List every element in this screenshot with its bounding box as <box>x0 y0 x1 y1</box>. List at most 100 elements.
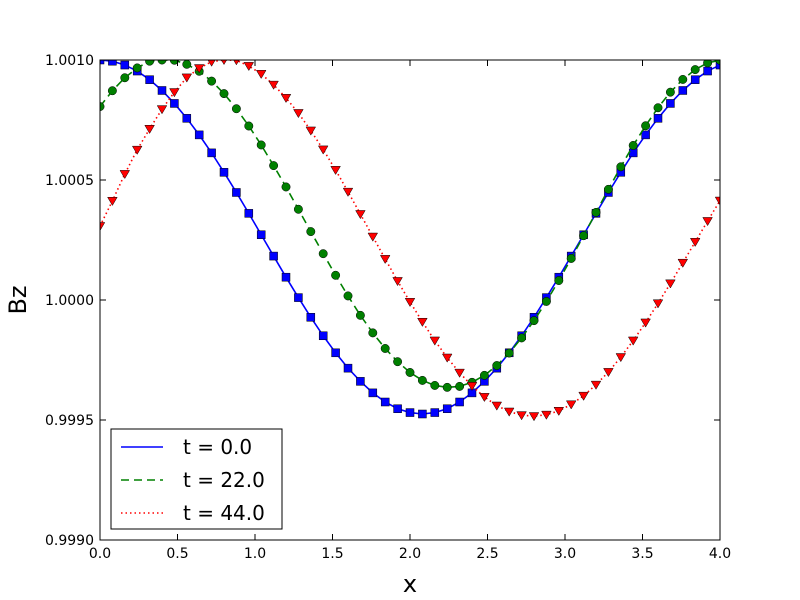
data-point <box>343 291 353 301</box>
data-point <box>318 331 328 341</box>
data-point <box>653 114 663 123</box>
data-point <box>207 76 217 86</box>
data-point <box>120 60 130 70</box>
data-point <box>541 410 552 420</box>
legend-label-0: t = 0.0 <box>183 435 252 459</box>
data-point <box>232 188 241 197</box>
y-tick-label: 0.9990 <box>45 533 94 549</box>
data-point <box>100 60 105 65</box>
data-point <box>417 317 428 327</box>
data-point <box>455 381 465 391</box>
data-point <box>100 222 106 232</box>
data-point <box>157 86 167 95</box>
data-point <box>145 75 154 84</box>
data-point <box>294 293 303 302</box>
data-point <box>479 393 490 403</box>
data-point <box>455 397 464 407</box>
data-point <box>590 380 602 390</box>
data-point <box>331 348 340 358</box>
data-point <box>331 270 341 280</box>
data-point <box>256 230 266 239</box>
data-point <box>306 227 316 237</box>
data-point <box>231 104 241 114</box>
data-point <box>702 217 713 227</box>
data-point <box>393 357 403 367</box>
data-point <box>665 279 676 289</box>
data-point <box>380 397 390 407</box>
data-point <box>355 210 366 220</box>
data-point <box>120 73 130 83</box>
data-point <box>269 251 278 261</box>
ticks-layer: 0.0 0.5 1.0 1.5 2.0 2.5 3.0 3.5 4.0 0.9990 0.9995 1… <box>45 53 731 562</box>
data-point <box>628 140 638 150</box>
data-point <box>653 103 663 113</box>
y-axis-title: Bz <box>4 285 32 314</box>
data-point <box>132 63 142 73</box>
x-tick-label: 3.5 <box>631 546 653 562</box>
x-tick-label: 2.0 <box>399 546 421 562</box>
data-point <box>430 408 440 417</box>
data-point <box>131 145 143 155</box>
data-point <box>529 316 539 326</box>
x-tick-label: 4.0 <box>709 546 731 562</box>
data-point <box>368 388 378 398</box>
data-point <box>503 407 515 417</box>
data-point <box>207 148 216 158</box>
data-point <box>579 231 589 241</box>
data-point <box>318 249 328 259</box>
data-point <box>368 328 378 338</box>
x-tick-label: 3.0 <box>554 546 576 562</box>
data-point <box>627 336 639 346</box>
data-point <box>182 60 192 69</box>
data-point <box>119 170 131 180</box>
data-point <box>404 298 416 307</box>
legend-label-1: t = 22.0 <box>183 468 265 492</box>
data-point <box>678 86 688 95</box>
series-layer <box>100 60 720 422</box>
data-point <box>628 148 638 158</box>
data-point <box>665 87 675 97</box>
data-point <box>144 125 155 134</box>
data-point <box>566 254 576 263</box>
data-point <box>640 318 651 328</box>
data-point <box>603 184 613 194</box>
data-point <box>541 296 551 306</box>
data-point <box>641 130 650 140</box>
data-point <box>219 168 229 177</box>
data-point <box>677 258 689 268</box>
data-point <box>280 94 292 103</box>
data-point <box>243 62 255 72</box>
data-point <box>169 88 180 98</box>
data-point <box>554 276 564 286</box>
data-point <box>666 99 675 108</box>
x-tick-label: 2.5 <box>476 546 498 562</box>
data-point <box>454 368 465 378</box>
data-point <box>107 86 117 96</box>
legend: t = 0.0 t = 22.0 t = 44.0 <box>110 428 283 530</box>
data-point <box>492 361 502 370</box>
data-point <box>578 391 589 401</box>
data-point <box>441 353 453 363</box>
data-point <box>442 404 452 413</box>
data-point <box>342 187 354 197</box>
data-point <box>157 60 167 65</box>
data-point <box>615 353 627 363</box>
data-point <box>715 60 720 70</box>
data-point <box>145 60 155 66</box>
data-point <box>418 409 427 419</box>
data-point <box>343 363 353 373</box>
data-point <box>392 277 403 287</box>
data-point <box>194 130 204 140</box>
x-axis-title: x <box>403 570 417 598</box>
data-point <box>466 382 478 391</box>
data-point <box>182 114 192 123</box>
data-point <box>553 407 565 416</box>
data-point <box>591 207 601 217</box>
data-point <box>317 145 329 155</box>
y-tick-label: 1.0005 <box>45 173 94 189</box>
data-point <box>256 140 266 150</box>
data-point <box>244 121 254 131</box>
data-point <box>690 65 700 75</box>
data-point <box>429 336 441 346</box>
data-point <box>379 255 391 265</box>
